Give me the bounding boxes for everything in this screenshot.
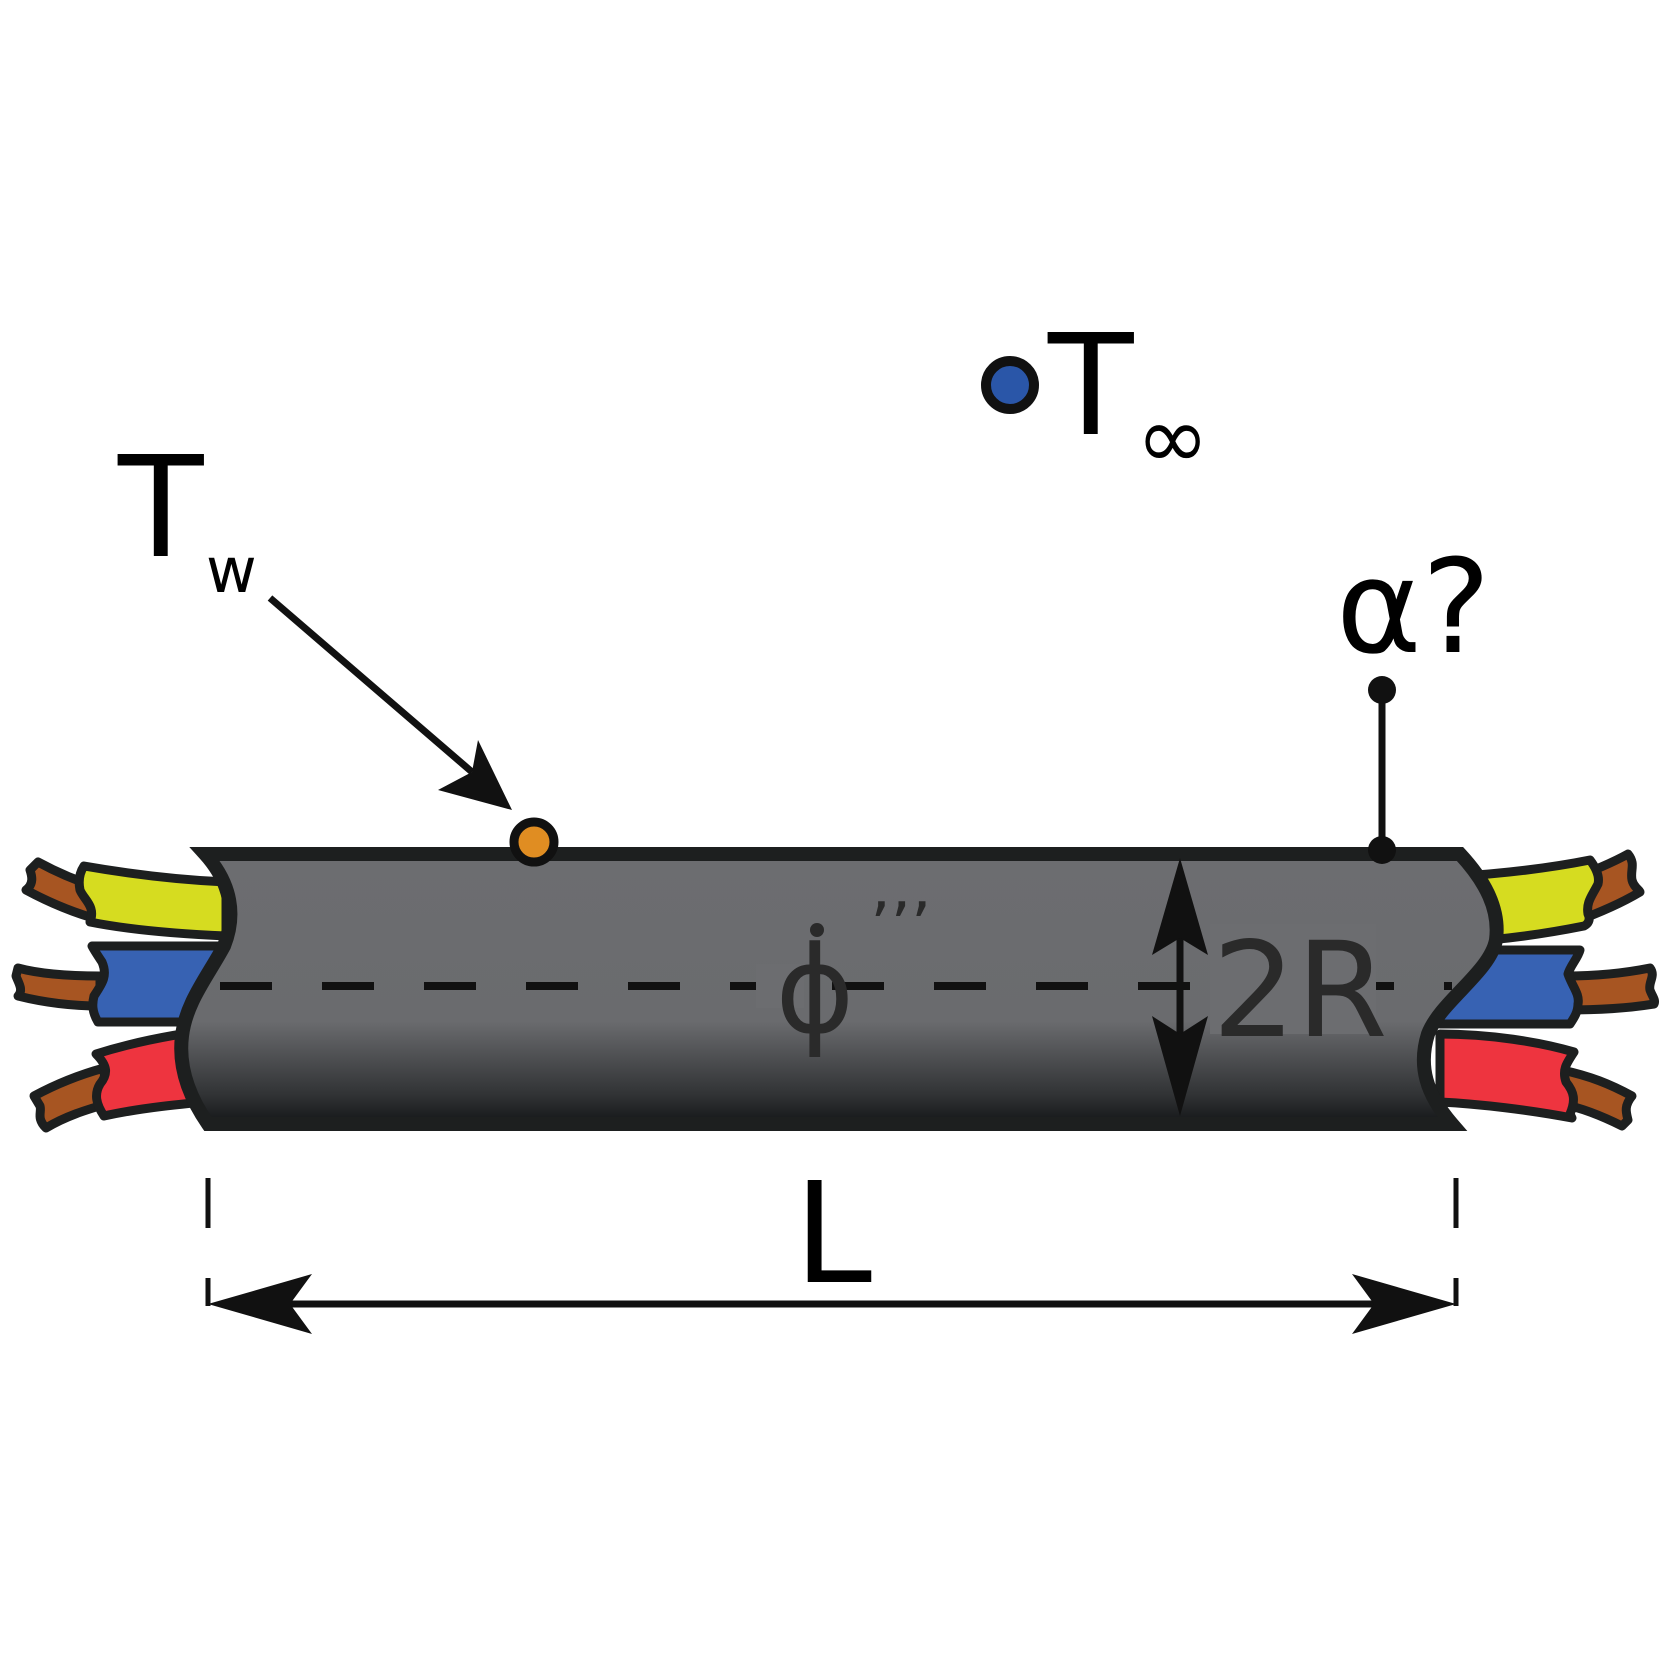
- ambient-temperature-subscript: ∞: [1136, 386, 1209, 489]
- diameter-label: 2R: [1212, 914, 1388, 1068]
- left-brown-core-bottom: [29, 1063, 111, 1133]
- length-arrow-left: [208, 1274, 312, 1334]
- left-brown-core-top: [21, 857, 105, 925]
- heat-gen-label: ϕ: [775, 922, 854, 1061]
- heat-transfer-coefficient-label: α?: [1336, 531, 1491, 683]
- right-brown-core-middle: [1561, 963, 1659, 1015]
- ambient-temperature-label: T: [1047, 305, 1134, 468]
- wall-temperature-arrow: [267, 595, 512, 810]
- heat-generation-symbol: ϕ ’’’: [756, 890, 931, 1061]
- right-brown-core-bottom: [1557, 1065, 1637, 1131]
- ambient-temperature-sensor: [981, 356, 1039, 414]
- phi-dot: [810, 923, 824, 937]
- length-dimension: [205, 1178, 1459, 1334]
- diameter-arrow: [1152, 858, 1208, 1116]
- length-label: L: [794, 1153, 872, 1316]
- heat-gen-primes: ’’’: [870, 890, 931, 964]
- wall-temperature-sensor: [509, 817, 559, 867]
- diameter-label-bg: [1210, 924, 1376, 1034]
- wall-temperature-label: T: [117, 427, 204, 590]
- right-red-wire: [1435, 1029, 1579, 1123]
- wall-temperature-subscript: w: [206, 534, 257, 607]
- left-brown-core-middle: [11, 963, 105, 1011]
- length-arrow-right: [1352, 1274, 1456, 1334]
- left-yellow-wire: [74, 861, 231, 941]
- alpha-probe: [1368, 676, 1396, 864]
